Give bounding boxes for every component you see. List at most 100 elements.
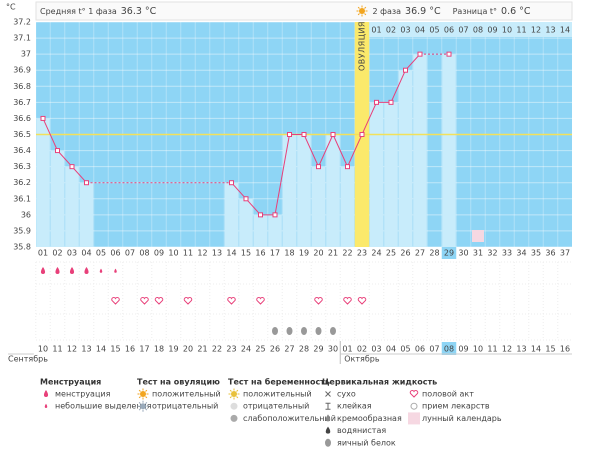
legend-icon	[230, 402, 238, 410]
phase2-day: 01	[371, 26, 381, 35]
date: 18	[154, 345, 164, 354]
y-tick-label: 36.8	[13, 82, 31, 91]
date: 12	[502, 345, 512, 354]
legend-item: слабоположительный	[243, 414, 336, 423]
date: 26	[270, 345, 280, 354]
temp-marker	[388, 99, 394, 105]
egg-white-icon	[301, 327, 307, 335]
lunar-icon	[472, 230, 484, 242]
date: 12	[67, 345, 77, 354]
temp-bar	[311, 166, 326, 247]
date: 25	[255, 345, 265, 354]
date: 05	[400, 345, 410, 354]
temp-bar	[239, 198, 253, 247]
date: 22	[212, 345, 222, 354]
date: 14	[531, 345, 541, 354]
day-number: 19	[299, 249, 309, 258]
day-number: 36	[545, 249, 555, 258]
phase2-day: 11	[516, 26, 526, 35]
intercourse-icon	[140, 297, 149, 305]
temp-marker	[243, 196, 249, 202]
temp-bar	[79, 182, 94, 247]
date: 16	[125, 345, 135, 354]
intercourse-icon	[343, 297, 352, 305]
phase2-stat: 2 фаза 36.9 °С Разница t° 0.6 °С	[373, 6, 531, 17]
legend-icon	[137, 388, 149, 400]
day-number: 35	[531, 249, 541, 258]
date: 03	[371, 345, 381, 354]
legend-item: водянистая	[337, 426, 386, 435]
legend-icon	[325, 391, 331, 397]
intercourse-icon	[357, 297, 367, 305]
legend-icon	[44, 403, 48, 408]
sun-ray	[236, 389, 239, 392]
phase2-day: 07	[458, 26, 468, 35]
sun-ray	[357, 13, 360, 16]
temp-line	[42, 118, 87, 184]
date: 02	[357, 345, 367, 354]
ovulation-test-icon	[356, 5, 368, 17]
date: 17	[139, 345, 149, 354]
legend-icon	[230, 414, 238, 422]
intercourse-icon	[314, 297, 323, 305]
day-number: 04	[81, 249, 91, 258]
phase2-day: 05	[429, 26, 439, 35]
sun-ray	[138, 401, 141, 405]
legend-item: отрицательный	[152, 402, 218, 411]
temp-bar	[297, 134, 311, 247]
temp-marker	[359, 132, 365, 137]
date: 15	[545, 345, 555, 354]
temp-marker	[287, 132, 292, 137]
egg-white-icon	[330, 327, 336, 335]
day-number: 27	[415, 249, 425, 258]
day-number: 20	[313, 249, 323, 258]
day-number: 02	[52, 249, 62, 258]
temp-bar	[384, 102, 398, 247]
temp-bar	[326, 134, 340, 247]
day-number: 24	[371, 249, 381, 258]
phase2-day: 02	[386, 26, 396, 35]
sun-core	[140, 403, 146, 410]
difference-value: 0.6 °С	[501, 6, 531, 17]
light-bleeding-icon	[114, 268, 117, 273]
date: 07	[429, 345, 439, 354]
legend-icon	[409, 390, 419, 398]
phase2-value: 36.9 °С	[405, 6, 441, 17]
y-tick-label: 36.4	[13, 146, 31, 155]
date: 29	[313, 345, 323, 354]
month-label: Октябрь	[344, 355, 380, 364]
date: 16	[560, 345, 570, 354]
date: 10	[38, 345, 48, 354]
date: 04	[386, 345, 396, 354]
date: 09	[458, 345, 468, 354]
legend-item: клейкая	[337, 402, 372, 411]
date: 27	[284, 345, 294, 354]
sun-ray	[145, 408, 148, 411]
legend-icon	[325, 438, 331, 447]
sun-ray	[229, 396, 232, 399]
legend-icon	[228, 388, 240, 400]
temp-bar	[50, 150, 65, 247]
temp-bar	[224, 182, 239, 247]
intercourse-icon	[154, 297, 164, 305]
day-number: 18	[284, 249, 294, 258]
phase2-day: 12	[531, 26, 541, 35]
phase1-label: Средняя t° 1 фаза	[40, 7, 117, 16]
legend-icon	[408, 412, 420, 425]
y-tick-label: 36.9	[13, 66, 31, 75]
menstruation-icon	[69, 267, 75, 274]
day-number: 33	[502, 249, 512, 258]
difference-label: Разница t°	[453, 7, 497, 16]
legend-item: положительный	[152, 390, 221, 399]
day-number: 28	[429, 249, 439, 258]
phase2-label: 2 фаза	[373, 7, 402, 16]
legend-item: отрицательный	[243, 402, 309, 411]
phase2-day: 09	[487, 26, 497, 35]
day-number: 17	[270, 249, 280, 258]
temp-marker	[417, 51, 423, 57]
sun-ray	[145, 396, 148, 399]
legend-item: менструация	[55, 390, 111, 399]
sun-ray	[138, 396, 141, 399]
intercourse-icon	[227, 297, 236, 305]
sun-core	[231, 391, 237, 397]
